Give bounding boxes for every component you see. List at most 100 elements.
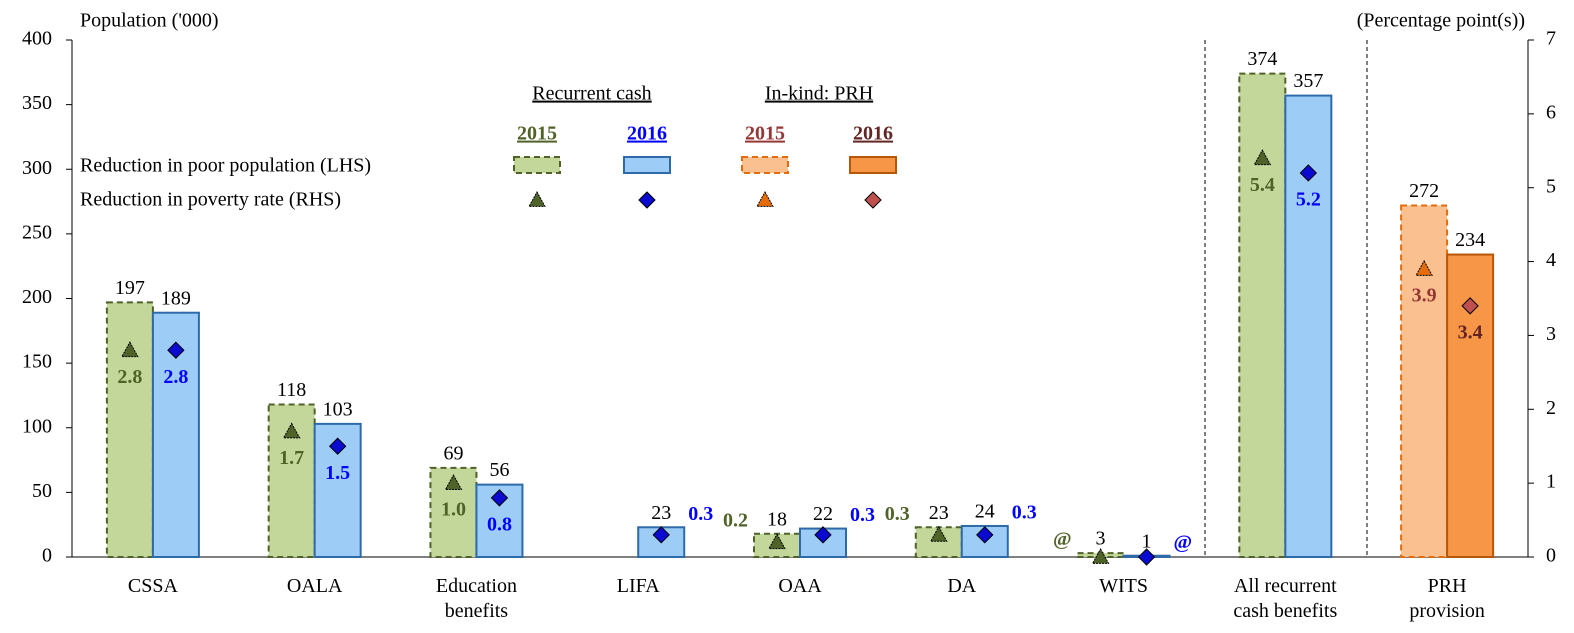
rate-value-label: 0.3	[850, 504, 875, 526]
diamond-marker	[1299, 164, 1318, 182]
triangle-marker	[1415, 259, 1433, 276]
rate-value-label: 2.8	[117, 366, 142, 388]
bar-value-label: 22	[813, 503, 833, 525]
triangle-marker	[121, 341, 139, 358]
legend-marker	[528, 190, 546, 207]
rate-value-label: 1.5	[325, 462, 350, 484]
rate-value-label: 5.2	[1296, 189, 1321, 211]
triangle-marker	[444, 474, 463, 491]
y2-tick-label: 5	[1546, 175, 1556, 197]
y-tick-label: 350	[22, 92, 52, 114]
x-tick-label: WITS	[1099, 575, 1148, 597]
y-tick-label: 50	[32, 480, 52, 502]
bar-value-label: 69	[443, 442, 463, 464]
rate-value-label: @	[1174, 531, 1193, 553]
legend-year: 2015	[517, 123, 557, 145]
triangle-marker	[1253, 149, 1272, 166]
x-tick-label: DA	[947, 575, 977, 597]
triangle-marker	[282, 422, 301, 439]
rate-value-label: @	[1053, 529, 1072, 551]
y2-tick-label: 2	[1546, 397, 1556, 419]
diamond-marker	[976, 526, 994, 544]
rate-value-label: 0.3	[688, 503, 713, 525]
y2-tick-label: 7	[1546, 28, 1556, 50]
y2-tick-label: 4	[1546, 249, 1556, 271]
bar-value-label: 118	[277, 379, 306, 401]
bar	[105, 301, 154, 558]
x-tick-label: OALA	[286, 575, 343, 597]
bar-value-label: 56	[489, 459, 509, 481]
bar-value-label: 197	[115, 277, 145, 299]
legend-group: In-kind: PRH	[765, 83, 873, 105]
rate-value-label: 1.0	[441, 499, 466, 521]
y-tick-label: 150	[22, 351, 52, 373]
x-tick-label: LIFA	[616, 575, 660, 597]
bar-value-label: 24	[975, 501, 995, 523]
bar-value-label: 234	[1455, 229, 1485, 251]
rate-value-label: 0.3	[885, 503, 910, 525]
y-tick-label: 0	[42, 545, 52, 567]
x-tick-label: All recurrent cash benefits	[1233, 575, 1338, 622]
bar-value-label: 23	[929, 502, 949, 524]
bar-value-label: 103	[323, 398, 353, 420]
rate-value-label: 0.2	[723, 509, 748, 531]
y-tick-label: 300	[22, 157, 52, 179]
diamond-marker	[1137, 548, 1156, 566]
y-tick-label: 250	[22, 221, 52, 243]
rate-value-label: 3.9	[1412, 285, 1437, 307]
rate-value-label: 3.4	[1458, 321, 1483, 343]
triangle-marker	[768, 533, 786, 550]
x-tick-label: Education benefits	[435, 575, 517, 622]
legend-year: 2016	[853, 123, 893, 145]
triangle-marker	[929, 525, 948, 542]
diamond-marker	[490, 489, 509, 507]
legend-marker	[756, 190, 774, 207]
legend-swatch	[513, 156, 561, 174]
bar	[1400, 204, 1449, 558]
bar-value-label: 18	[767, 508, 787, 530]
legend-swatch	[849, 156, 897, 174]
legend-row-label: Reduction in poor population (LHS)	[80, 155, 371, 177]
rate-value-label: 1.7	[279, 447, 304, 469]
triangle-marker	[1091, 547, 1110, 564]
rate-value-label: 0.3	[1012, 502, 1037, 524]
diamond-marker	[167, 341, 185, 359]
bar-value-label: 189	[161, 287, 191, 309]
legend-row-label: Reduction in poverty rate (RHS)	[80, 189, 341, 211]
y-axis-title: Population ('000)	[80, 10, 219, 32]
legend-swatch	[741, 156, 789, 174]
bar-value-label: 3	[1096, 528, 1106, 550]
bar-value-label: 23	[651, 502, 671, 524]
diamond-marker	[1461, 297, 1479, 315]
legend-year: 2016	[627, 123, 667, 145]
y-tick-label: 200	[22, 286, 52, 308]
y2-tick-label: 6	[1546, 101, 1556, 123]
y2-tick-label: 0	[1546, 545, 1556, 567]
legend-group: Recurrent cash	[532, 83, 651, 105]
y2-tick-label: 1	[1546, 471, 1556, 493]
diamond-marker	[814, 526, 832, 544]
diamond-marker	[328, 437, 347, 455]
y-tick-label: 400	[22, 28, 52, 50]
bar-value-label: 272	[1409, 180, 1439, 202]
diamond-marker	[652, 526, 670, 544]
bar-value-label: 374	[1247, 48, 1277, 70]
rate-value-label: 2.8	[163, 366, 188, 388]
y2-tick-label: 3	[1546, 323, 1556, 345]
rate-value-label: 5.4	[1250, 174, 1275, 196]
rate-value-label: 0.8	[487, 514, 512, 536]
bar-value-label: 357	[1293, 70, 1323, 92]
y-tick-label: 100	[22, 415, 52, 437]
bar-value-label: 1	[1142, 530, 1152, 552]
bar	[1238, 72, 1287, 558]
legend-swatch	[623, 156, 671, 174]
x-tick-label: CSSA	[127, 575, 178, 597]
x-tick-label: PRH provision	[1409, 575, 1485, 622]
legend-marker	[864, 191, 882, 209]
x-tick-label: OAA	[778, 575, 822, 597]
legend-year: 2015	[745, 123, 785, 145]
y2-axis-title: (Percentage point(s))	[1357, 10, 1525, 32]
legend-marker	[638, 191, 656, 209]
